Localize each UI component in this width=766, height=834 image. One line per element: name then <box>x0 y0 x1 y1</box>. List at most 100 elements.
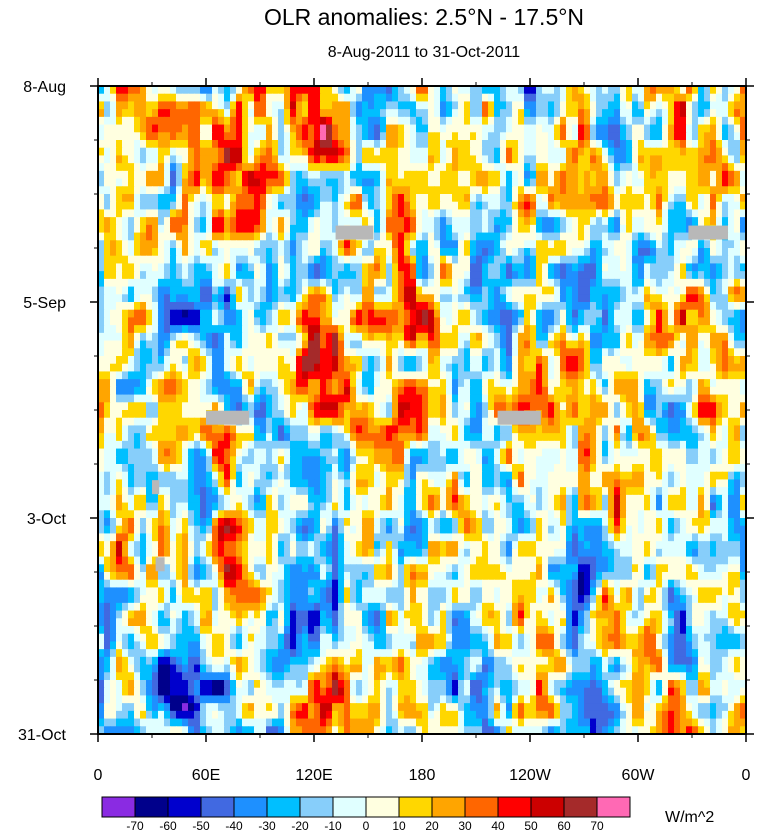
heatmap-cell <box>206 124 213 133</box>
heatmap-cell <box>380 379 387 388</box>
heatmap-cell <box>290 379 297 388</box>
heatmap-cell <box>560 340 567 349</box>
heatmap-cell <box>218 109 225 118</box>
heatmap-cell <box>626 178 633 187</box>
heatmap-cell <box>104 309 111 319</box>
heatmap-cell <box>314 255 321 265</box>
heatmap-cell <box>500 217 507 226</box>
heatmap-cell <box>602 86 609 95</box>
heatmap-cell <box>326 271 333 280</box>
heatmap-cell <box>122 286 129 295</box>
heatmap-cell <box>440 278 447 288</box>
heatmap-cell <box>170 294 177 303</box>
heatmap-cell <box>626 394 633 403</box>
heatmap-cell <box>200 178 207 187</box>
heatmap-cell <box>506 394 513 403</box>
heatmap-cell <box>194 286 201 295</box>
heatmap-cell <box>182 263 189 272</box>
heatmap-cell <box>134 232 141 241</box>
heatmap-cell <box>236 356 243 365</box>
heatmap-cell <box>110 309 117 319</box>
heatmap-cell <box>392 147 399 157</box>
heatmap-cell <box>620 302 627 311</box>
heatmap-cell <box>728 317 735 326</box>
heatmap-cell <box>272 147 279 157</box>
heatmap-cell <box>434 248 441 257</box>
heatmap-cell <box>446 363 453 373</box>
heatmap-cell <box>584 194 591 203</box>
heatmap-cell <box>548 194 555 203</box>
heatmap-cell <box>146 317 153 326</box>
heatmap-cell <box>410 155 417 164</box>
heatmap-cell <box>254 163 261 172</box>
heatmap-cell <box>536 232 543 241</box>
heatmap-cell <box>650 394 657 403</box>
heatmap-cell <box>404 232 411 241</box>
heatmap-cell <box>146 163 153 172</box>
heatmap-cell <box>164 86 171 95</box>
heatmap-cell <box>164 116 171 126</box>
heatmap-cell <box>152 186 159 195</box>
heatmap-cell <box>470 356 477 365</box>
heatmap-cell <box>128 140 135 149</box>
heatmap-cell <box>692 433 699 442</box>
heatmap-cell <box>638 317 645 326</box>
heatmap-cell <box>284 402 291 411</box>
heatmap-cell <box>584 224 591 234</box>
heatmap-cell <box>170 379 177 388</box>
heatmap-cell <box>320 209 327 218</box>
heatmap-cell <box>200 271 207 280</box>
heatmap-cell <box>128 209 135 218</box>
heatmap-cell <box>638 433 645 442</box>
heatmap-cell <box>578 201 585 211</box>
heatmap-cell <box>116 440 123 450</box>
heatmap-cell <box>470 124 477 133</box>
heatmap-cell <box>170 371 177 380</box>
heatmap-cell <box>242 163 249 172</box>
heatmap-cell <box>572 302 579 311</box>
heatmap-cell <box>224 132 231 141</box>
heatmap-cell <box>170 356 177 365</box>
heatmap-cell <box>248 170 255 180</box>
heatmap-cell <box>188 209 195 218</box>
heatmap-cell <box>566 348 573 357</box>
heatmap-cell <box>314 224 321 234</box>
heatmap-cell <box>278 116 285 126</box>
heatmap-cell <box>320 294 327 303</box>
heatmap-cell <box>368 194 375 203</box>
heatmap-cell <box>362 286 369 295</box>
heatmap-cell <box>386 240 393 249</box>
heatmap-cell <box>566 163 573 172</box>
heatmap-cell <box>686 294 693 303</box>
heatmap-cell <box>422 410 429 419</box>
heatmap-cell <box>608 178 615 187</box>
heatmap-cell <box>626 278 633 288</box>
heatmap-cell <box>698 278 705 288</box>
heatmap-cell <box>716 101 723 110</box>
heatmap-cell <box>428 371 435 380</box>
heatmap-cell <box>416 363 423 373</box>
heatmap-cell <box>164 170 171 180</box>
heatmap-cell <box>134 163 141 172</box>
heatmap-cell <box>710 278 717 288</box>
heatmap-cell <box>632 255 639 265</box>
heatmap-cell <box>344 410 351 419</box>
heatmap-cell <box>620 217 627 226</box>
heatmap-cell <box>596 271 603 280</box>
heatmap-cell <box>332 194 339 203</box>
heatmap-cell <box>272 278 279 288</box>
heatmap-cell <box>740 317 746 326</box>
heatmap-cell <box>536 363 543 373</box>
heatmap-cell <box>734 140 741 149</box>
heatmap-cell <box>332 286 339 295</box>
heatmap-cell <box>392 101 399 110</box>
heatmap-cell <box>632 317 639 326</box>
heatmap-cell <box>566 286 573 295</box>
heatmap-cell <box>704 263 711 272</box>
heatmap-cell <box>296 386 303 396</box>
heatmap-cell <box>230 309 237 319</box>
heatmap-cell <box>320 340 327 349</box>
heatmap-cell <box>212 394 219 403</box>
heatmap-cell <box>104 101 111 110</box>
heatmap-cell <box>716 217 723 226</box>
